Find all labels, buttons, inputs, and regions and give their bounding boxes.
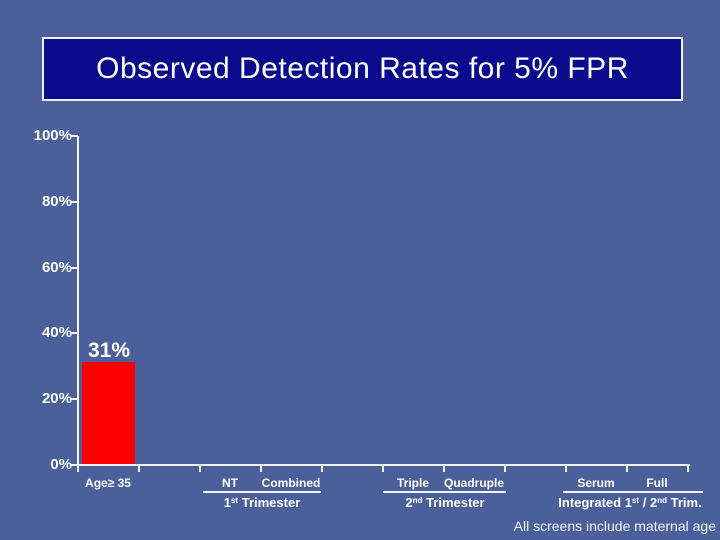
y-axis-tick [71, 464, 78, 466]
x-axis-tick [321, 466, 323, 472]
x-axis-tick [260, 466, 262, 472]
y-axis-tick [71, 135, 78, 137]
y-axis-tick [71, 398, 78, 400]
group-label-integrated: Integrated 1st / 2nd Trim. [558, 495, 702, 510]
y-axis-label-60: 60% [41, 259, 72, 276]
category-label-full: Full [646, 476, 668, 490]
group-label-second-trimester: 2nd Trimester [405, 495, 485, 510]
y-axis-tick [71, 267, 78, 269]
bar-age35 [82, 362, 135, 464]
category-label-quadruple: Quadruple [443, 476, 504, 490]
y-axis-tick [71, 332, 78, 334]
x-axis-tick [626, 466, 628, 472]
x-axis-tick [138, 466, 140, 472]
slide-title: Observed Detection Rates for 5% FPR [96, 52, 629, 85]
y-axis-label-0: 0% [50, 456, 72, 473]
x-axis-tick [443, 466, 445, 472]
category-label-age35: Age≥ 35 [85, 476, 131, 490]
footnote: All screens include maternal age [513, 518, 716, 534]
y-axis-label-20: 20% [41, 390, 72, 407]
category-label-combined: Combined [261, 476, 321, 490]
group-underline-second-trimester [383, 491, 506, 493]
y-axis-label-100: 100% [33, 127, 72, 144]
slide-title-box: Observed Detection Rates for 5% FPR [42, 37, 683, 101]
x-axis-tick [687, 466, 689, 472]
x-axis-tick [565, 466, 567, 472]
category-label-serum: Serum [577, 476, 615, 490]
y-axis-tick [71, 201, 78, 203]
x-axis-tick [77, 466, 79, 472]
x-axis-line [77, 464, 690, 466]
y-axis-label-40: 40% [41, 324, 72, 341]
x-axis-tick [382, 466, 384, 472]
x-axis-tick [504, 466, 506, 472]
y-axis-line [77, 136, 79, 466]
x-axis-tick [199, 466, 201, 472]
category-label-nt: NT [222, 476, 238, 490]
group-label-first-trimester: 1st Trimester [223, 495, 301, 510]
category-label-triple: Triple [396, 476, 429, 490]
bar-value-label: 31% [87, 339, 131, 362]
group-underline-first-trimester [203, 491, 321, 493]
y-axis-label-80: 80% [41, 193, 72, 210]
group-underline-integrated [563, 491, 703, 493]
